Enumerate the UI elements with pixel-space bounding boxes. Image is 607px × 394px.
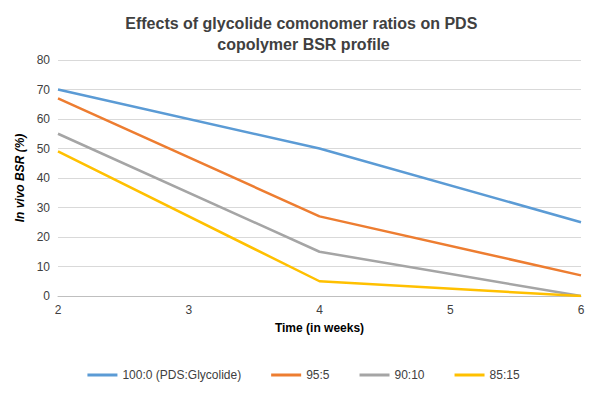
svg-text:85:15: 85:15: [490, 368, 520, 382]
svg-text:30: 30: [37, 201, 51, 215]
svg-text:4: 4: [316, 303, 323, 317]
svg-text:60: 60: [37, 112, 51, 126]
svg-text:10: 10: [37, 260, 51, 274]
svg-text:2: 2: [55, 303, 62, 317]
svg-text:0: 0: [43, 289, 50, 303]
svg-text:Effects of glycolide comonomer: Effects of glycolide comonomer ratios on…: [125, 15, 482, 32]
svg-text:In vivo BSR (%): In vivo BSR (%): [13, 134, 27, 223]
svg-text:Time (in weeks): Time (in weeks): [275, 321, 364, 335]
svg-text:3: 3: [185, 303, 192, 317]
svg-text:5: 5: [447, 303, 454, 317]
svg-text:100:0 (PDS:Glycolide): 100:0 (PDS:Glycolide): [122, 368, 241, 382]
svg-text:70: 70: [37, 83, 51, 97]
svg-text:80: 80: [37, 53, 51, 67]
svg-text:copolymer BSR profile: copolymer BSR profile: [217, 36, 390, 53]
svg-text:90:10: 90:10: [395, 368, 425, 382]
svg-text:95:5: 95:5: [306, 368, 330, 382]
svg-text:50: 50: [37, 142, 51, 156]
svg-text:40: 40: [37, 171, 51, 185]
svg-text:6: 6: [578, 303, 585, 317]
svg-text:20: 20: [37, 230, 51, 244]
